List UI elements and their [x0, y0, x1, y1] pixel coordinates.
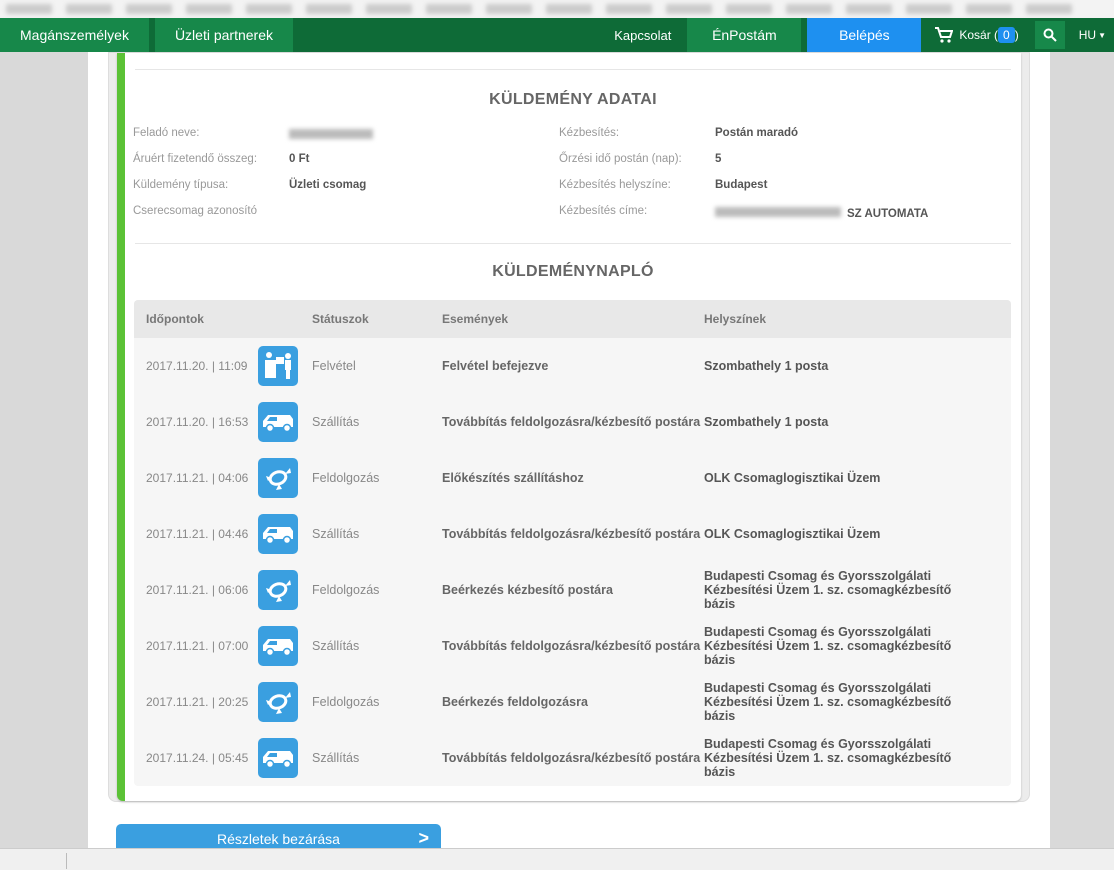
row-event: Beérkezés kézbesítő postára: [442, 583, 613, 597]
detail-label: Cserecsomag azonosító: [133, 205, 258, 217]
detail-left-0: Feladó neve:: [133, 127, 379, 142]
processing-icon: [258, 458, 298, 498]
detail-value: Postán maradó: [715, 127, 799, 139]
processing-icon: [258, 682, 298, 722]
row-status: Feldolgozás: [312, 583, 380, 597]
login-button[interactable]: Belépés: [807, 18, 922, 52]
row-status: Szállítás: [312, 527, 360, 541]
detail-value: Budapest: [715, 179, 768, 191]
van-icon: [258, 738, 298, 778]
row-event: Továbbítás feldolgozásra/kézbesítő postá…: [442, 527, 701, 541]
van-icon: [258, 402, 298, 442]
details-title: KÜLDEMÉNY ADATAI: [489, 91, 657, 108]
row-event: Előkészítés szállításhoz: [442, 471, 584, 485]
row-event: Továbbítás feldolgozásra/kézbesítő postá…: [442, 639, 701, 653]
row-place: Budapesti Csomag és Gyorsszolgálati Kézb…: [704, 681, 952, 723]
status-bar: [0, 848, 1114, 870]
row-status: Szállítás: [312, 751, 360, 765]
detail-value: 0 Ft: [289, 153, 310, 165]
cart-label: Kosár (: [959, 28, 999, 42]
chevron-right-icon: >: [418, 828, 429, 848]
table-row: 2017.11.20. | 16:53 Szállítás Továbbítás f…: [134, 394, 1011, 450]
detail-label: Kézbesítés címe:: [559, 205, 648, 217]
handover-icon: [258, 346, 298, 386]
detail-value: 5: [715, 153, 722, 165]
table-row: 2017.11.24. | 05:45 Szállítás Továbbítás f…: [134, 730, 1011, 786]
detail-label: Őrzési idő postán (nap):: [559, 153, 682, 165]
contact-link[interactable]: Kapcsolat: [614, 27, 672, 43]
processing-icon: [258, 570, 298, 610]
row-status: Feldolgozás: [312, 471, 380, 485]
page-content: KÜLDEMÉNY ADATAI Feladó neve: Áruért fize…: [88, 52, 1050, 854]
tab-business[interactable]: Üzleti partnerek: [154, 18, 293, 52]
cart-count: 0: [998, 27, 1015, 43]
table-row: 2017.11.20. | 11:09 Felvétel Felvétel befe…: [134, 338, 1011, 394]
log-table: Időpontok Státuszok Események Helyszínek…: [134, 300, 1011, 786]
row-time: 2017.11.21. | 07:00: [146, 639, 249, 653]
detail-right-0: Kézbesítés: Postán maradó: [559, 127, 798, 139]
table-row: 2017.11.21. | 20:25 Feldolgozás Beérkezés …: [134, 674, 1011, 730]
log-title: KÜLDEMÉNYNAPLÓ: [492, 263, 654, 280]
row-place: OLK Csomaglogisztikai Üzem: [704, 527, 881, 541]
caret-down-icon: ▼: [1098, 30, 1106, 40]
detail-value: Üzleti csomag: [289, 179, 367, 191]
row-place: Szombathely 1 posta: [704, 415, 829, 429]
shipment-card: KÜLDEMÉNY ADATAI Feladó neve: Áruért fize…: [108, 52, 1030, 802]
detail-value: SZ AUTOMATA: [715, 205, 928, 220]
detail-left-2: Küldemény típusa: Üzleti csomag: [133, 179, 366, 191]
enpostam-button[interactable]: ÉnPostám: [687, 18, 802, 52]
language-select[interactable]: HU ▼: [1078, 28, 1106, 42]
detail-label: Kézbesítés helyszíne:: [559, 179, 671, 191]
row-status: Felvétel: [312, 359, 356, 373]
tab-individuals[interactable]: Magánszemélyek: [0, 18, 149, 52]
row-time: 2017.11.24. | 05:45: [146, 751, 249, 765]
search-button[interactable]: [1034, 21, 1065, 49]
row-status: Szállítás: [312, 639, 360, 653]
row-time: 2017.11.20. | 16:53: [146, 415, 249, 429]
top-nav: Magánszemélyek Üzleti partnerek Kapcsola…: [0, 18, 1114, 52]
row-place: OLK Csomaglogisztikai Üzem: [704, 471, 881, 485]
row-status: Feldolgozás: [312, 695, 380, 709]
table-row: 2017.11.21. | 04:46 Szállítás Továbbítás f…: [134, 506, 1011, 562]
row-place: Budapesti Csomag és Gyorsszolgálati Kézb…: [704, 737, 952, 779]
row-time: 2017.11.20. | 11:09: [146, 359, 248, 373]
detail-right-1: Őrzési idő postán (nap): 5: [559, 153, 721, 165]
detail-left-1: Áruért fizetendő összeg: 0 Ft: [133, 153, 309, 165]
detail-label: Áruért fizetendő összeg:: [133, 153, 258, 165]
row-time: 2017.11.21. | 04:06: [146, 471, 249, 485]
van-icon: [258, 626, 298, 666]
row-event: Beérkezés feldolgozásra: [442, 695, 588, 709]
row-event: Továbbítás feldolgozásra/kézbesítő postá…: [442, 415, 701, 429]
cart-button[interactable]: Kosár (0): [935, 18, 1019, 52]
row-time: 2017.11.21. | 20:25: [146, 695, 249, 709]
row-place: Budapesti Csomag és Gyorsszolgálati Kézb…: [704, 569, 952, 611]
cart-icon: [935, 27, 954, 43]
row-time: 2017.11.21. | 06:06: [146, 583, 249, 597]
table-row: 2017.11.21. | 04:06 Feldolgozás Előkészíté…: [134, 450, 1011, 506]
detail-label: Feladó neve:: [133, 127, 200, 139]
row-status: Szállítás: [312, 415, 360, 429]
row-time: 2017.11.21. | 04:46: [146, 527, 249, 541]
detail-label: Kézbesítés:: [559, 127, 620, 139]
table-header: Időpontok Státuszok Események Helyszínek: [134, 300, 1011, 338]
table-row: 2017.11.21. | 06:06 Feldolgozás Beérkezés …: [134, 562, 1011, 618]
detail-label: Küldemény típusa:: [133, 179, 229, 191]
detail-value: [289, 127, 379, 142]
table-row: 2017.11.21. | 07:00 Szállítás Továbbítás f…: [134, 618, 1011, 674]
bookmarks-bar: [0, 0, 1114, 18]
row-event: Továbbítás feldolgozásra/kézbesítő postá…: [442, 751, 701, 765]
search-icon: [1043, 28, 1057, 42]
detail-right-3: Kézbesítés címe: SZ AUTOMATA: [559, 205, 928, 220]
van-icon: [258, 514, 298, 554]
detail-right-2: Kézbesítés helyszíne: Budapest: [559, 179, 767, 191]
detail-left-3: Cserecsomag azonosító: [133, 205, 289, 217]
row-place: Budapesti Csomag és Gyorsszolgálati Kézb…: [704, 625, 952, 667]
row-event: Felvétel befejezve: [442, 359, 549, 373]
row-place: Szombathely 1 posta: [704, 359, 829, 373]
